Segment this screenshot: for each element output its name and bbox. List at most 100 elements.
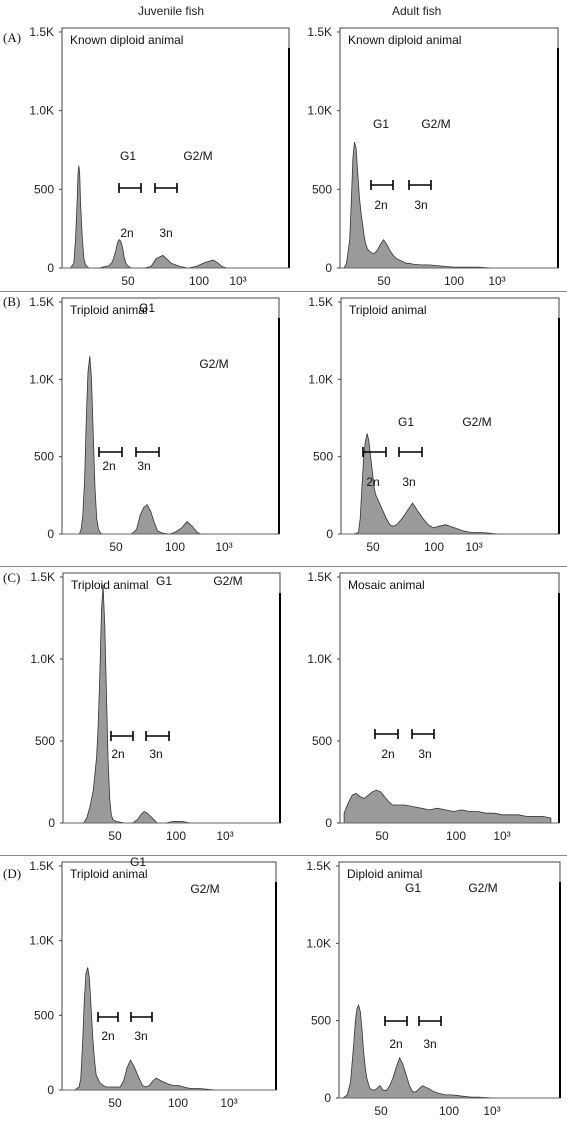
x-tick-label: 10³ (483, 1104, 500, 1118)
y-tick-label: 500 (311, 1014, 331, 1028)
peak-annotation: 3n (418, 747, 431, 761)
row-divider (0, 291, 567, 292)
peak-annotation: G2/M (190, 882, 219, 896)
row-divider (0, 566, 567, 567)
y-tick-label: 500 (312, 734, 332, 748)
row-divider (0, 855, 567, 856)
y-tick-label: 1.5K (306, 859, 331, 873)
x-tick-label: 10³ (215, 540, 232, 554)
peak-annotation: 2n (111, 747, 124, 761)
peak-annotation: 3n (149, 747, 162, 761)
x-tick-label: 50 (109, 540, 123, 554)
y-tick-label: 0 (324, 1091, 331, 1105)
y-tick-label: 1.0K (29, 104, 54, 118)
x-tick-label: 50 (374, 1104, 388, 1118)
peak-annotation: 3n (423, 1037, 436, 1051)
y-tick-label: 500 (34, 1008, 54, 1022)
peak-annotation: G1 (398, 415, 414, 429)
y-tick-label: 1.0K (29, 372, 54, 386)
plot-frame (61, 297, 280, 535)
y-tick-label: 1.0K (30, 652, 55, 666)
peak-annotation: G1 (156, 574, 172, 588)
x-tick-label: 50 (375, 829, 389, 843)
y-tick-label: 0 (47, 261, 54, 275)
x-tick-label: 100 (439, 1104, 459, 1118)
panel-title: Known diploid animal (348, 33, 461, 47)
row-label-b: (B) (3, 294, 21, 309)
y-tick-label: 1.5K (29, 859, 54, 873)
peak-annotation: 2n (374, 198, 387, 212)
histogram-area (343, 142, 550, 269)
x-tick-label: 100 (189, 274, 209, 288)
plot-frame (61, 861, 277, 1091)
y-tick-label: 1.0K (29, 934, 54, 948)
y-tick-label: 0 (48, 816, 55, 830)
y-tick-label: 500 (34, 182, 54, 196)
panel-title: Triploid animal (71, 578, 149, 592)
y-tick-label: 1.5K (29, 295, 54, 309)
y-tick-label: 0 (326, 527, 333, 541)
peak-annotation: G1 (130, 855, 146, 869)
y-tick-label: 1.5K (308, 295, 333, 309)
y-tick-label: 500 (313, 450, 333, 464)
x-tick-label: 10³ (229, 274, 246, 288)
x-tick-label: 50 (108, 829, 122, 843)
row-label-d: (D) (3, 866, 22, 881)
histogram-area (343, 789, 552, 824)
y-tick-label: 1.0K (307, 652, 332, 666)
peak-annotation: G1 (373, 117, 389, 131)
x-tick-label: 10³ (493, 829, 510, 843)
column-heading-adult: Adult fish (392, 4, 442, 18)
x-tick-label: 100 (424, 540, 444, 554)
column-heading-juvenile: Juvenile fish (138, 4, 205, 18)
panel-title: Known diploid animal (70, 33, 183, 47)
peak-annotation: 2n (101, 1029, 114, 1043)
x-tick-label: 100 (446, 829, 466, 843)
peak-annotation: G2/M (462, 415, 491, 429)
peak-annotation: 3n (414, 198, 427, 212)
peak-annotation: 3n (137, 459, 150, 473)
peak-annotation: 3n (159, 226, 172, 240)
x-tick-label: 50 (108, 1096, 122, 1110)
row-label-a: (A) (3, 30, 22, 45)
y-tick-label: 1.5K (30, 570, 55, 584)
panel-title: Triploid animal (70, 303, 148, 317)
y-tick-label: 0 (325, 816, 332, 830)
peak-annotation: 3n (402, 475, 415, 489)
x-tick-label: 50 (377, 274, 391, 288)
x-tick-label: 10³ (220, 1096, 237, 1110)
peak-annotation: 2n (381, 747, 394, 761)
peak-annotation: 2n (120, 226, 133, 240)
peak-annotation: G1 (120, 149, 136, 163)
plot-frame (340, 297, 560, 535)
peak-annotation: 2n (102, 459, 115, 473)
histogram-area (341, 1004, 544, 1099)
x-tick-label: 10³ (465, 540, 482, 554)
peak-annotation: G2/M (468, 881, 497, 895)
x-tick-label: 100 (165, 540, 185, 554)
histogram-area (71, 585, 264, 824)
x-tick-label: 50 (366, 540, 380, 554)
histogram-panel: 0 500 1.0K 1.5K 50 100 10³ Known diploid animal… (307, 25, 559, 288)
y-tick-label: 0 (325, 261, 332, 275)
plot-frame (339, 27, 559, 269)
peak-annotation: G2/M (421, 117, 450, 131)
peak-annotation: 2n (389, 1037, 402, 1051)
histogram-panel: 0 500 1.0K 1.5K 50 100 10³ Known diploid animal… (29, 25, 290, 288)
x-tick-label: 10³ (216, 829, 233, 843)
x-tick-label: 50 (121, 274, 135, 288)
peak-annotation: 2n (366, 475, 379, 489)
plot-frame (338, 861, 561, 1099)
plot-frame (61, 27, 290, 269)
panel-title: Mosaic animal (348, 578, 425, 592)
y-tick-label: 0 (47, 527, 54, 541)
y-tick-label: 1.0K (306, 936, 331, 950)
y-tick-label: 1.5K (29, 25, 54, 39)
peak-annotation: G1 (139, 301, 155, 315)
x-tick-label: 100 (444, 274, 464, 288)
histogram-area (66, 967, 268, 1091)
